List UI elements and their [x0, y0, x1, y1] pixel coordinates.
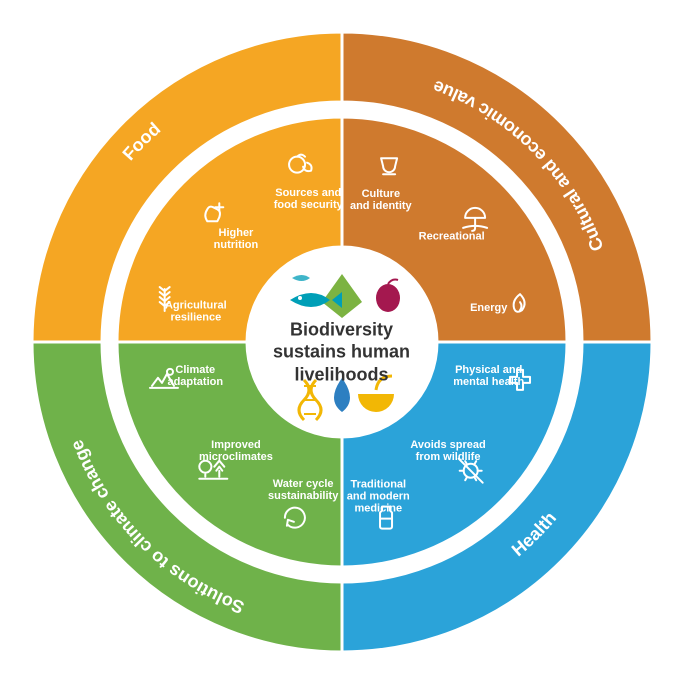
medicine-label: Traditionaland modernmedicine	[346, 478, 409, 514]
apple-icon	[376, 284, 400, 312]
physical-mental-label: Physical andmental health	[453, 364, 524, 388]
energy-label: Energy	[470, 301, 508, 313]
climate-adaptation-label: Climateadaptation	[167, 364, 223, 388]
food-security-label: Sources andfood security	[273, 186, 343, 210]
higher-nutrition-label: Highernutrition	[213, 226, 258, 250]
agri-resilience-label: Agriculturalresilience	[164, 299, 226, 323]
water-cycle-label: Water cyclesustainability	[268, 477, 339, 501]
avoids-spread-label: Avoids spreadfrom wildlife	[410, 439, 485, 463]
recreational-label: Recreational	[418, 230, 484, 242]
diagram-container: Water cyclesustainabilityImprovedmicrocl…	[22, 22, 662, 662]
center-title: Biodiversitysustains humanlivelihoods	[273, 318, 410, 386]
